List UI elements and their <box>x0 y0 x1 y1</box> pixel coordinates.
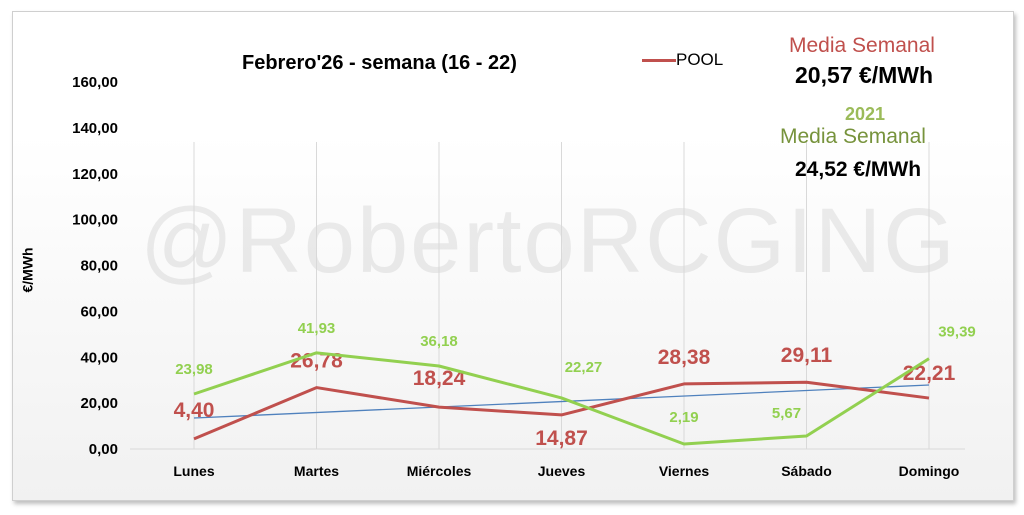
y-tick-label: 120,00 <box>72 166 118 183</box>
data-label: 39,39 <box>938 324 976 341</box>
trendline <box>193 384 930 419</box>
data-label: 2,19 <box>669 409 698 426</box>
data-label: 22,21 <box>903 362 956 385</box>
chart-title: Febrero'26 - semana (16 - 22) <box>242 52 517 74</box>
data-label: 28,38 <box>658 346 711 369</box>
x-tick-label: Jueves <box>538 463 586 479</box>
pool-average-value: 20,57 €/MWh <box>795 62 934 88</box>
data-label: 23,98 <box>175 361 213 378</box>
legend-pool-label: POOL <box>676 50 724 69</box>
x-tick-label: Sábado <box>781 463 832 479</box>
x-tick-label: Martes <box>294 463 339 479</box>
x-tick-label: Lunes <box>173 463 214 479</box>
y-tick-label: 140,00 <box>72 120 118 137</box>
data-label: 22,27 <box>565 359 603 376</box>
comparison-average-value: 24,52 €/MWh <box>795 158 922 181</box>
data-label: 14,87 <box>535 427 588 450</box>
series-line-1 <box>193 351 930 446</box>
y-tick-label: 20,00 <box>80 395 118 412</box>
legend-pool: POOL <box>642 50 723 70</box>
y-axis-label: €/MWh <box>19 247 36 293</box>
y-tick-label: 160,00 <box>72 74 118 91</box>
data-label: 29,11 <box>781 344 833 367</box>
chart-frame <box>12 11 1014 501</box>
y-tick-label: 60,00 <box>80 303 118 320</box>
pool-average-label: Media Semanal <box>789 34 935 57</box>
x-tick-label: Viernes <box>659 463 710 479</box>
x-tick-label: Domingo <box>899 463 960 479</box>
data-label: 5,67 <box>772 405 801 422</box>
comparison-average-label: Media Semanal <box>780 125 926 148</box>
y-tick-label: 80,00 <box>80 258 118 275</box>
x-tick-label: Miércoles <box>407 463 472 479</box>
y-tick-label: 40,00 <box>80 349 118 366</box>
data-label: 4,40 <box>174 399 215 422</box>
y-tick-label: 100,00 <box>72 212 118 229</box>
legend-pool-swatch <box>642 59 676 63</box>
series-line-0 <box>193 380 930 441</box>
comparison-year: 2021 <box>845 104 886 124</box>
data-label: 18,24 <box>413 367 466 390</box>
y-tick-label: 0,00 <box>89 441 118 458</box>
data-label: 41,93 <box>298 320 336 337</box>
data-label: 36,18 <box>420 333 458 350</box>
watermark: @RobertoRCGING <box>140 190 957 292</box>
